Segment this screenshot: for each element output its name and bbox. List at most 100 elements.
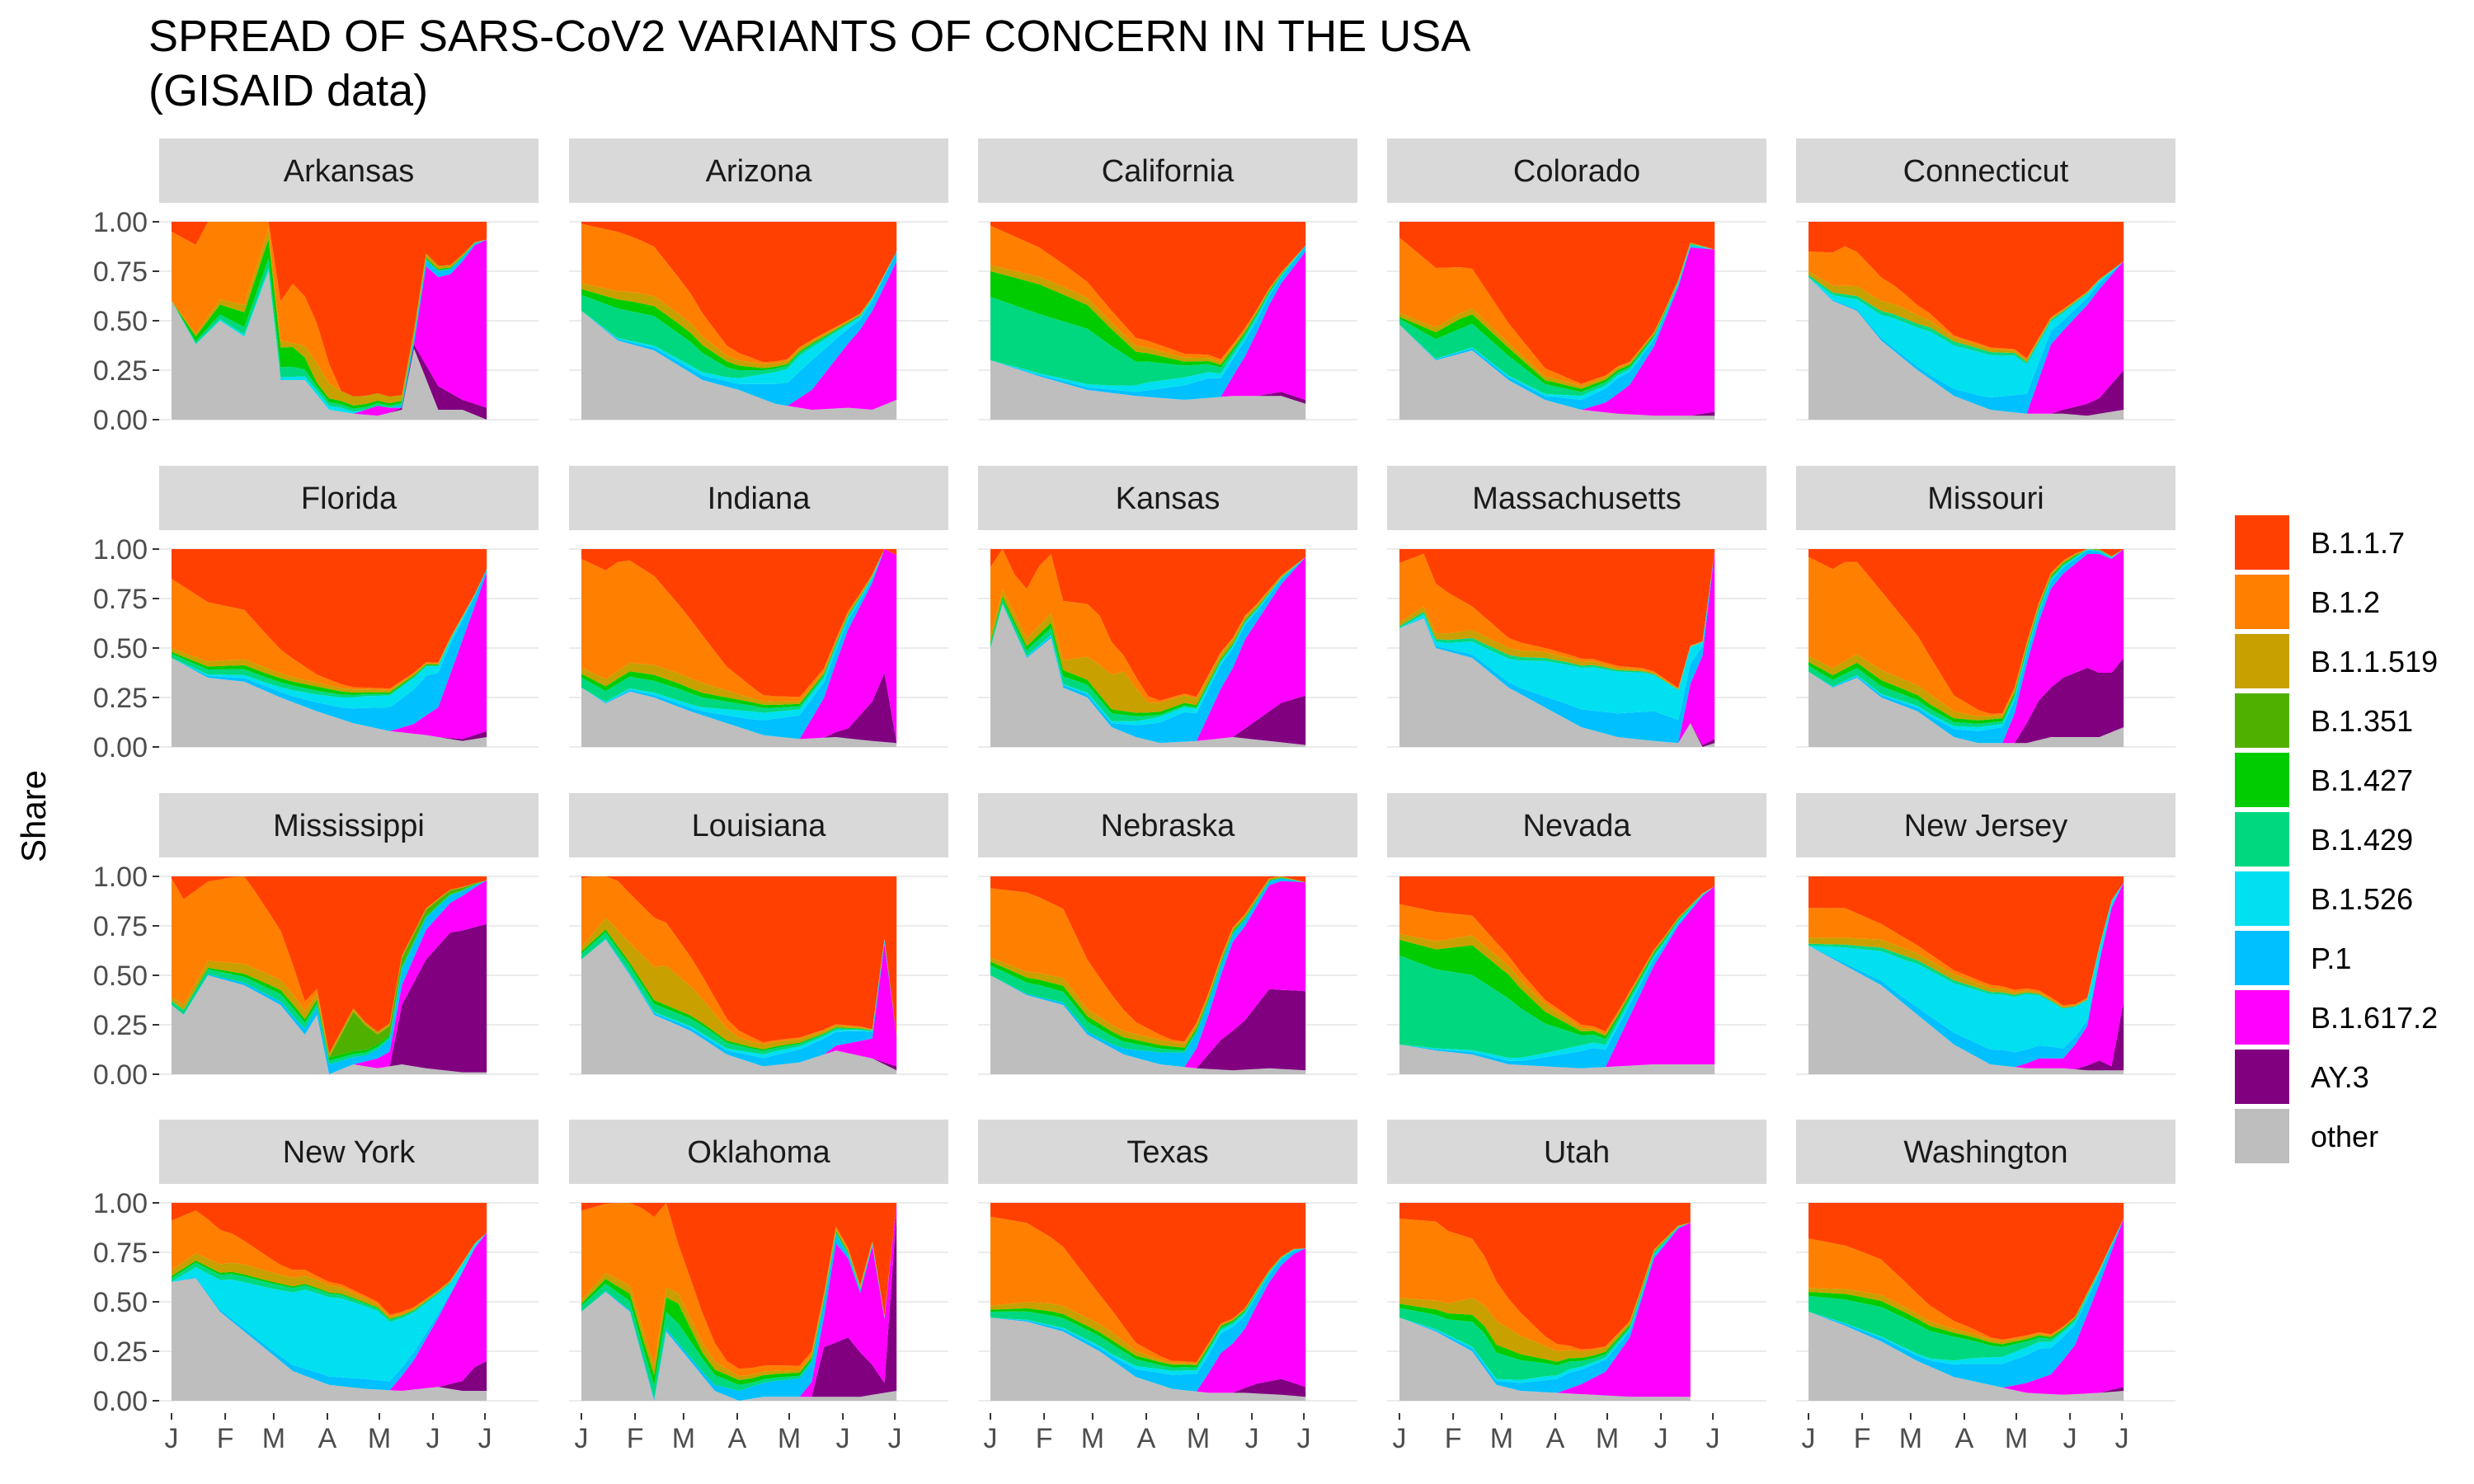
x-tick-label: J: [888, 1423, 902, 1454]
facet-strip: [1387, 793, 1766, 857]
area-b-1-2: [581, 876, 897, 1045]
area-other: [1399, 1317, 1691, 1401]
area-b-1-617-2: [581, 939, 897, 1067]
legend-item: other: [2235, 1109, 2378, 1163]
legend-label: P.1: [2311, 942, 2351, 975]
area-b-1-617-2: [581, 261, 897, 410]
legend-label: B.1.1.7: [2311, 526, 2405, 560]
area-b-1-1-7: [581, 1203, 897, 1369]
area-p-1: [1399, 1223, 1691, 1393]
facet-label: Connecticut: [1903, 154, 2069, 189]
area-p-1: [172, 880, 487, 1074]
legend-key: [2235, 634, 2289, 688]
legend-key: [2235, 812, 2289, 866]
facet-label: Nebraska: [1101, 809, 1235, 843]
area-b-1-1-7: [172, 876, 487, 1054]
facet-panel: Missouri: [1796, 466, 2175, 759]
y-tick-label: 0.25: [93, 683, 148, 714]
legend-label: B.1.2: [2311, 585, 2380, 619]
legend-label: B.1.1.519: [2311, 645, 2438, 679]
x-tick-label: J: [575, 1423, 589, 1454]
legend-item: AY.3: [2235, 1050, 2369, 1104]
area-b-1-1-7: [990, 222, 1306, 359]
legend-key: [2235, 693, 2289, 748]
area-other: [1808, 1312, 2124, 1401]
area-ay-3: [172, 923, 487, 1074]
y-tick-label: 1.00: [93, 207, 148, 238]
x-tick-label: M: [1490, 1423, 1513, 1454]
area-p-1: [1399, 551, 1715, 744]
area-b-1-1-7: [1399, 876, 1715, 1032]
area-b-1-1-7: [990, 549, 1306, 701]
area-b-1-2: [990, 1216, 1306, 1364]
facet-label: Texas: [1126, 1135, 1208, 1170]
legend-key: [2235, 1050, 2289, 1104]
area-b-1-1-7: [1808, 222, 2124, 359]
facet-strip: [978, 139, 1357, 203]
area-ay-3: [581, 1213, 897, 1401]
chart-subtitle: (GISAID data): [148, 66, 428, 115]
area-b-1-1-7: [581, 222, 897, 363]
x-tick-label: J: [478, 1423, 492, 1454]
facet-strip: [569, 1120, 948, 1184]
area-b-1-617-2: [1808, 261, 2124, 414]
x-tick-label: J: [2063, 1423, 2077, 1454]
area-b-1-1-519: [172, 880, 487, 1058]
area-b-1-1-519: [1399, 242, 1715, 389]
facet-panel: California: [978, 139, 1357, 432]
area-b-1-617-2: [990, 881, 1306, 1068]
facet-panel: Indiana: [569, 466, 948, 759]
area-b-1-1-7: [1808, 549, 2124, 714]
area-b-1-526: [1399, 551, 1715, 721]
legend: B.1.1.7 B.1.2 B.1.1.519 B.1.351 B.1.427 B.1.4…: [2235, 515, 2438, 1163]
y-tick-label: 0.75: [93, 256, 148, 288]
area-b-1-429: [1399, 551, 1715, 691]
area-b-1-617-2: [1399, 551, 1715, 745]
facet-panel: Kansas: [978, 466, 1357, 759]
area-b-1-1-7: [1399, 1203, 1691, 1350]
y-tick-label: 0.00: [93, 405, 148, 436]
facet-label: Oklahoma: [687, 1135, 830, 1170]
area-b-1-617-2: [1808, 1219, 2124, 1395]
area-b-1-617-2: [172, 1233, 487, 1391]
area-b-1-1-519: [1808, 261, 2124, 363]
x-tick-label: M: [672, 1423, 695, 1454]
area-b-1-526: [1808, 261, 2124, 397]
area-b-1-1-7: [581, 549, 897, 697]
legend-item: P.1: [2235, 931, 2351, 985]
area-ay-3: [990, 604, 1306, 745]
legend-item: B.1.427: [2235, 753, 2413, 807]
area-b-1-429: [990, 556, 1306, 721]
y-tick-label: 0.00: [93, 732, 148, 763]
area-b-1-2: [990, 876, 1306, 1044]
facet-strip: [1387, 139, 1766, 203]
area-b-1-1-7: [1399, 222, 1715, 384]
facet-label: Indiana: [708, 481, 811, 516]
facet-label: Nevada: [1523, 809, 1632, 843]
area-b-1-1-7: [990, 876, 1306, 1042]
x-tick-label: A: [318, 1423, 337, 1454]
area-b-1-1-519: [990, 1248, 1306, 1365]
area-b-1-429: [581, 932, 897, 1054]
facet-strip: [978, 466, 1357, 530]
area-b-1-1-7: [172, 222, 487, 397]
area-b-1-1-519: [1808, 882, 2124, 1008]
legend-key: [2235, 515, 2289, 570]
y-tick-label: 0.75: [93, 584, 148, 615]
x-tick-label: M: [778, 1423, 801, 1454]
legend-label: B.1.526: [2311, 882, 2413, 916]
area-b-1-2: [1399, 886, 1715, 1035]
area-b-1-429: [581, 549, 897, 713]
area-b-1-429: [172, 239, 487, 412]
facet-panel: Massachusetts: [1387, 466, 1766, 759]
area-b-1-617-2: [172, 239, 487, 416]
x-tick-label: F: [1036, 1423, 1053, 1454]
x-tick-label: A: [1546, 1423, 1565, 1454]
area-b-1-1-7: [172, 1203, 487, 1315]
area-b-1-526: [1808, 882, 2124, 1053]
facet-label: Massachusetts: [1472, 481, 1681, 516]
facet-label: Arkansas: [284, 154, 414, 189]
area-b-1-617-2: [581, 1203, 897, 1401]
y-tick-label: 0.00: [93, 1059, 148, 1091]
